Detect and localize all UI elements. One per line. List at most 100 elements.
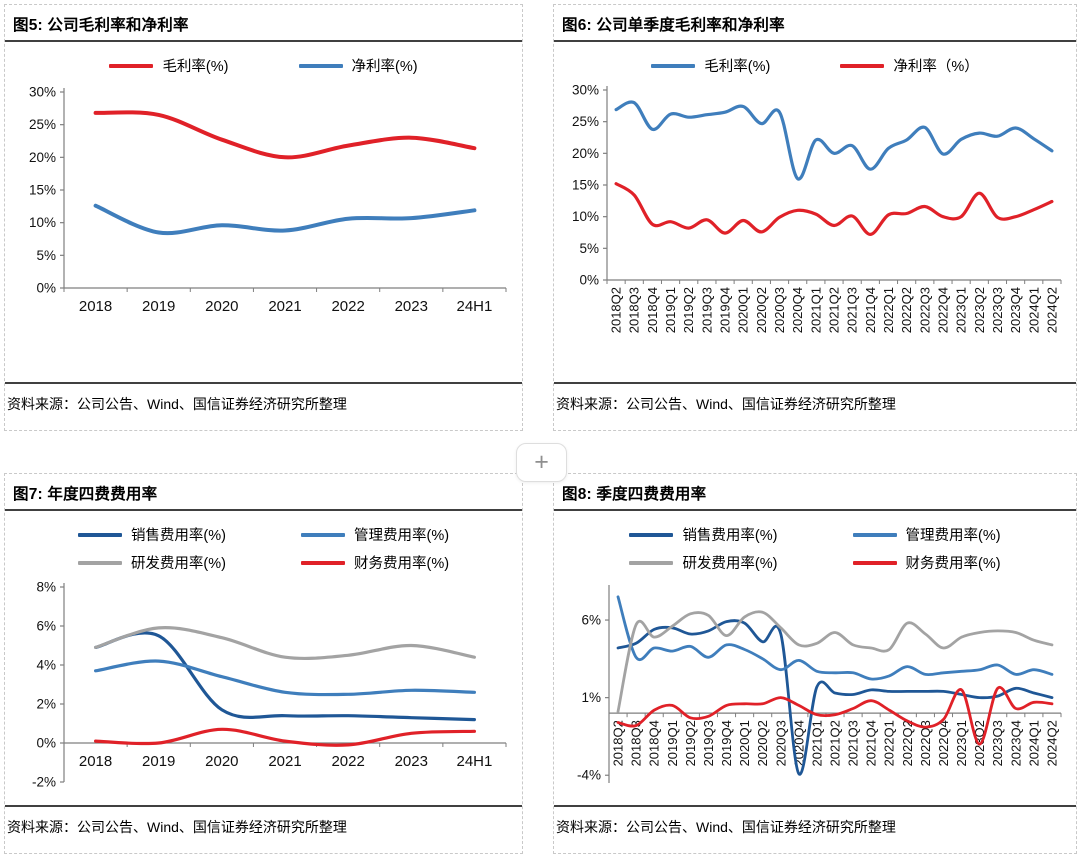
svg-text:0%: 0% <box>36 736 56 751</box>
svg-text:0%: 0% <box>579 273 599 288</box>
legend-line-swatch <box>629 532 674 537</box>
legend-line-swatch <box>77 532 122 537</box>
svg-text:2021Q1: 2021Q1 <box>808 287 823 333</box>
svg-text:0%: 0% <box>36 281 56 296</box>
figure8-chart-area: 6% 1% -4% 2018Q2 2018Q3 2018Q4 2019Q1 2019Q2 201… <box>554 579 1076 803</box>
legend-label: 毛利率(%) <box>162 59 229 75</box>
legend-label: 净利率（%） <box>893 59 979 75</box>
legend-label: 管理费用率(%) <box>354 528 450 544</box>
svg-text:2020Q3: 2020Q3 <box>772 287 787 333</box>
svg-text:2021Q3: 2021Q3 <box>845 287 860 333</box>
svg-text:2023Q3: 2023Q3 <box>990 720 1005 766</box>
svg-text:2020Q1: 2020Q1 <box>736 287 751 333</box>
svg-text:2023Q4: 2023Q4 <box>1008 720 1023 766</box>
svg-text:2023Q1: 2023Q1 <box>954 287 969 333</box>
svg-text:2022Q2: 2022Q2 <box>900 720 915 766</box>
svg-text:2023Q4: 2023Q4 <box>1008 287 1023 333</box>
svg-text:2019: 2019 <box>142 298 175 315</box>
legend-item: 管理费用率(%) <box>852 524 1001 545</box>
svg-text:25%: 25% <box>572 114 599 129</box>
figure-panel-6: 图6: 公司单季度毛利率和净利率 毛利率(%) 净利率（%） 30% 25% 20% 1… <box>553 4 1077 431</box>
svg-text:2%: 2% <box>36 697 56 712</box>
svg-text:30%: 30% <box>29 85 56 100</box>
svg-text:6%: 6% <box>36 619 56 634</box>
figure7-title: 图7: 年度四费费用率 <box>5 474 522 511</box>
svg-text:2022Q4: 2022Q4 <box>935 287 950 333</box>
legend-line-swatch <box>109 63 154 68</box>
svg-text:15%: 15% <box>572 178 599 193</box>
svg-text:-4%: -4% <box>577 768 601 783</box>
legend-line-swatch <box>77 560 122 565</box>
svg-text:20%: 20% <box>29 150 56 165</box>
legend-line-swatch <box>852 532 897 537</box>
svg-text:2020Q1: 2020Q1 <box>737 720 752 766</box>
svg-text:4%: 4% <box>36 658 56 673</box>
insert-block-button[interactable]: + <box>516 443 567 482</box>
svg-text:2018: 2018 <box>79 298 112 315</box>
svg-text:2023: 2023 <box>395 298 428 315</box>
svg-text:2021Q4: 2021Q4 <box>863 287 878 333</box>
svg-text:2022Q1: 2022Q1 <box>881 287 896 333</box>
figure7-source-note: 资料来源：公司公告、Wind、国信证券经济研究所整理 <box>5 805 522 853</box>
figure5-source-note: 资料来源：公司公告、Wind、国信证券经济研究所整理 <box>5 382 522 430</box>
figure8-line-chart: 6%1%-4%2018Q2 2018Q3 2018Q4 2019Q1 2019Q2 201… <box>577 585 1062 783</box>
svg-text:5%: 5% <box>36 248 56 263</box>
figure-panel-5: 图5: 公司毛利率和净利率 毛利率(%) 净利率(%) 30% 25% 20% 15% 1… <box>4 4 523 431</box>
svg-text:2020Q4: 2020Q4 <box>790 287 805 333</box>
figure5-title: 图5: 公司毛利率和净利率 <box>5 5 522 42</box>
svg-text:2023Q2: 2023Q2 <box>972 287 987 333</box>
svg-text:2018: 2018 <box>79 753 112 770</box>
legend-line-swatch <box>840 63 885 68</box>
legend-label: 管理费用率(%) <box>905 528 1001 544</box>
legend-item: 管理费用率(%) <box>301 524 449 545</box>
svg-text:2021Q4: 2021Q4 <box>864 720 879 766</box>
legend-item: 净利率（%） <box>840 55 979 76</box>
figure6-source-note: 资料来源：公司公告、Wind、国信证券经济研究所整理 <box>554 382 1076 430</box>
svg-text:2020Q2: 2020Q2 <box>755 720 770 766</box>
svg-text:2018Q4: 2018Q4 <box>645 287 660 333</box>
svg-text:2019Q2: 2019Q2 <box>681 287 696 333</box>
figure6-chart-area: 30% 25% 20% 15% 10% 5% 0% 2018Q2 2018Q3 2018Q4 201… <box>554 82 1076 350</box>
figure8-title: 图8: 季度四费费用率 <box>554 474 1076 511</box>
svg-text:2024Q2: 2024Q2 <box>1044 287 1059 333</box>
legend-line-swatch <box>629 560 674 565</box>
legend-item: 销售费用率(%) <box>629 524 778 545</box>
svg-text:2023: 2023 <box>395 753 428 770</box>
legend-item: 毛利率(%) <box>109 55 229 76</box>
figure6-title: 图6: 公司单季度毛利率和净利率 <box>554 5 1076 42</box>
svg-text:8%: 8% <box>36 580 56 595</box>
svg-text:10%: 10% <box>29 215 56 230</box>
figure-panel-8: 图8: 季度四费费用率 销售费用率(%) 管理费用率(%) 研发费用率(%) 财务费用… <box>553 473 1077 854</box>
figure6-legend: 毛利率(%) 净利率（%） <box>554 55 1076 76</box>
figure-panel-7: 图7: 年度四费费用率 销售费用率(%) 管理费用率(%) 研发费用率(%) 财务费用… <box>4 473 523 854</box>
svg-text:2019: 2019 <box>142 753 175 770</box>
svg-text:2022Q3: 2022Q3 <box>917 287 932 333</box>
legend-item: 净利率(%) <box>298 55 418 76</box>
legend-item: 财务费用率(%) <box>852 552 1001 573</box>
svg-text:2024Q2: 2024Q2 <box>1044 720 1059 766</box>
svg-text:24H1: 24H1 <box>456 753 492 770</box>
svg-text:6%: 6% <box>581 613 601 628</box>
legend-item: 研发费用率(%) <box>629 552 778 573</box>
svg-text:2022Q3: 2022Q3 <box>918 720 933 766</box>
svg-text:1%: 1% <box>581 690 601 705</box>
svg-text:2019Q1: 2019Q1 <box>663 287 678 333</box>
svg-text:2023Q3: 2023Q3 <box>990 287 1005 333</box>
figure8-source-note: 资料来源：公司公告、Wind、国信证券经济研究所整理 <box>554 805 1076 853</box>
svg-text:2021: 2021 <box>268 753 301 770</box>
legend-label: 研发费用率(%) <box>682 556 778 572</box>
svg-text:2024Q1: 2024Q1 <box>1026 287 1041 333</box>
legend-line-swatch <box>298 63 343 68</box>
legend-item: 财务费用率(%) <box>301 552 449 573</box>
legend-line-swatch <box>651 63 696 68</box>
svg-text:2020: 2020 <box>205 753 238 770</box>
svg-text:2021: 2021 <box>268 298 301 315</box>
svg-text:2019Q4: 2019Q4 <box>718 287 733 333</box>
legend-label: 净利率(%) <box>351 59 418 75</box>
svg-text:10%: 10% <box>572 209 599 224</box>
svg-text:2022: 2022 <box>331 753 364 770</box>
svg-text:5%: 5% <box>579 241 599 256</box>
figure5-line-chart: 30% 25% 20% 15% 10% 5% 0% 2018 2019 2020 2021 2022 2… <box>29 85 507 315</box>
legend-line-swatch <box>301 560 345 565</box>
svg-text:2020Q2: 2020Q2 <box>754 287 769 333</box>
